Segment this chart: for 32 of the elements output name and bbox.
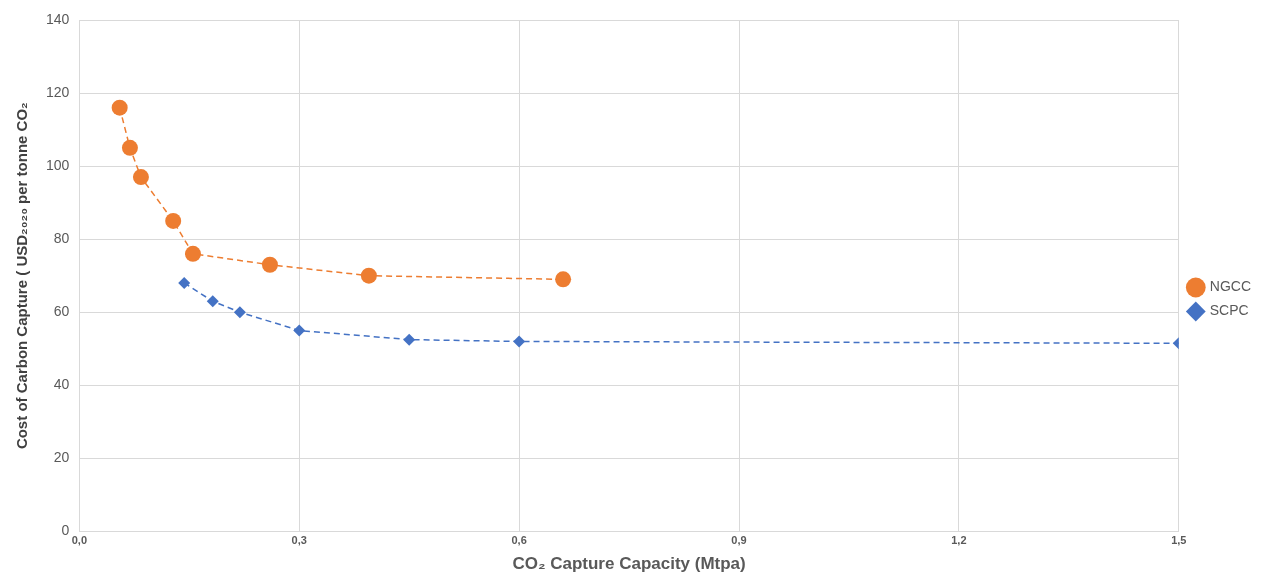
point bbox=[184, 245, 201, 262]
x-tick-label: 0,0 bbox=[71, 534, 88, 547]
point bbox=[261, 256, 278, 273]
legend-label: NGCC bbox=[1209, 278, 1252, 295]
y-tick-label: 100 bbox=[46, 156, 70, 173]
y-tick-label: 0 bbox=[61, 522, 70, 539]
legend-label: SCPC bbox=[1209, 302, 1249, 319]
y-tick-label: 80 bbox=[53, 230, 70, 247]
x-tick-label: 1,2 bbox=[951, 534, 967, 547]
x-tick-label: 1,5 bbox=[1171, 534, 1187, 547]
point bbox=[165, 212, 182, 229]
x-tick-label: 0,3 bbox=[291, 534, 307, 547]
x-tick-label: 0,6 bbox=[511, 534, 527, 547]
point bbox=[403, 333, 416, 346]
y-tick-label: 20 bbox=[53, 449, 70, 466]
y-axis-title: Cost of Carbon Capture ( USD₂₀₂₀ per tonne CO₂ bbox=[13, 102, 31, 450]
point bbox=[178, 277, 191, 290]
y-tick-label: 120 bbox=[46, 83, 70, 100]
point bbox=[132, 169, 149, 186]
point bbox=[111, 99, 128, 116]
point bbox=[293, 324, 306, 337]
point bbox=[555, 271, 572, 288]
x-axis-title: CO₂ Capture Capacity (Mtpa) bbox=[512, 554, 746, 574]
point bbox=[121, 139, 138, 156]
y-tick-label: 40 bbox=[53, 376, 70, 393]
point bbox=[513, 335, 526, 348]
point bbox=[360, 267, 377, 284]
x-tick-label: 0,9 bbox=[731, 534, 747, 547]
y-tick-label: 140 bbox=[46, 10, 70, 27]
y-tick-label: 60 bbox=[53, 303, 70, 320]
point bbox=[206, 295, 219, 308]
point bbox=[233, 306, 246, 319]
